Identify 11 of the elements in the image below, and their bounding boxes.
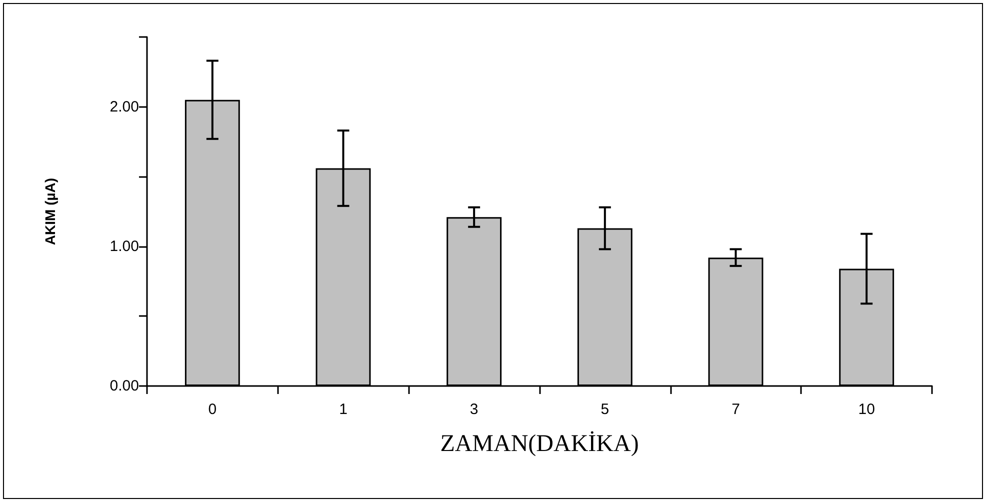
x-tick-label: 10 <box>858 401 875 418</box>
x-tick-label: 7 <box>732 401 740 418</box>
y-tick-label: 0.00 <box>110 378 139 394</box>
y-axis-title: AKIM (µA) <box>42 178 58 246</box>
x-tick-label: 1 <box>339 401 348 418</box>
x-tick-label: 0 <box>208 401 217 418</box>
x-tick-label: 3 <box>470 401 478 418</box>
y-tick-label: 1.00 <box>110 238 139 255</box>
x-tick-label: 5 <box>600 401 610 418</box>
y-tick-label: 2.00 <box>110 98 139 116</box>
x-axis-title: ZAMAN(DAKİKA) <box>440 431 639 457</box>
